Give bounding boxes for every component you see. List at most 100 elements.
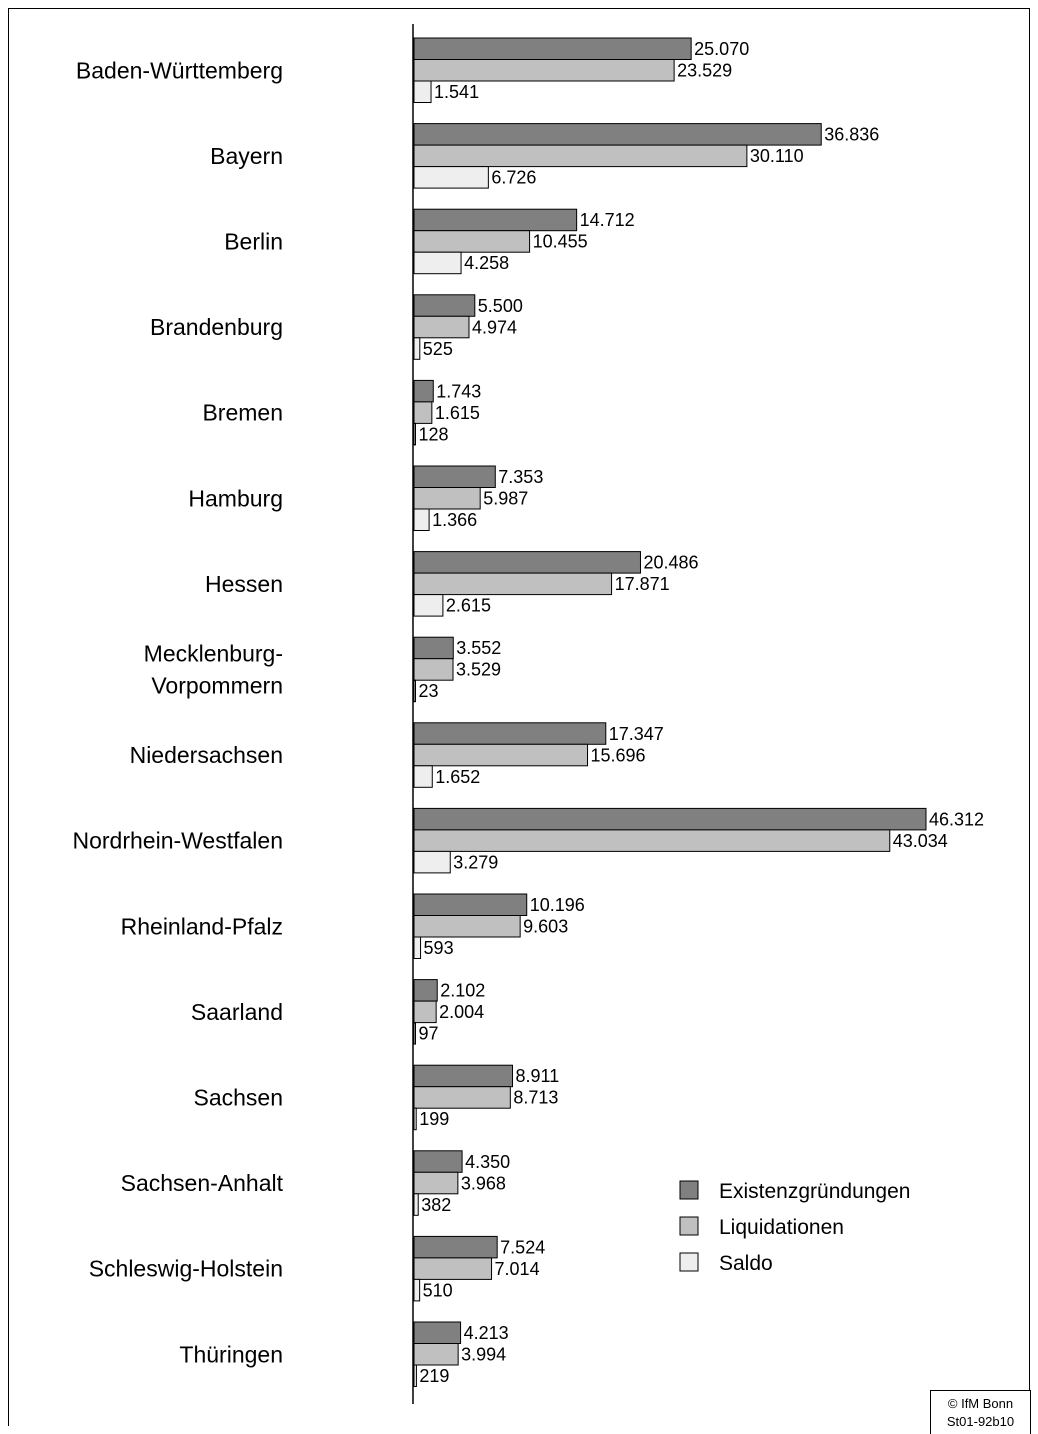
value-label: 3.279 [453,852,498,872]
value-label: 30.110 [750,146,804,166]
value-label: 4.213 [464,1323,509,1343]
category-label-line: Brandenburg [150,314,283,340]
legend-swatch-existenzgruendungen [679,1180,699,1200]
value-label: 1.652 [435,767,480,787]
value-label: 2.615 [446,596,491,616]
value-label: 4.258 [464,253,509,273]
category-label: Bremen [202,400,283,426]
value-label: 36.836 [824,125,879,145]
value-label: 97 [419,1024,439,1044]
legend-label: Saldo [719,1252,773,1275]
bar-saldo [413,765,433,788]
value-label: 1.541 [434,82,479,102]
value-label: 1.615 [435,403,480,423]
value-label: 9.603 [523,917,568,937]
bar-existenzgruendungen [413,208,578,232]
bar-existenzgruendungen [413,1064,514,1088]
credit-box: © IfM Bonn St01-92b10 [930,1390,1031,1434]
bar-existenzgruendungen [413,1235,498,1259]
value-label: 1.366 [432,510,477,530]
bar-liquidationen [413,401,433,424]
value-label: 10.455 [533,232,588,252]
legend-label: Existenzgründungen [719,1180,910,1203]
value-label: 5.987 [483,489,528,509]
category-label: Brandenburg [150,314,283,340]
bar-existenzgruendungen [413,123,822,146]
bar-saldo [413,1193,419,1216]
bar-saldo [413,422,416,446]
value-label: 25.070 [694,39,749,59]
bar-saldo [413,594,444,617]
value-label: 8.713 [513,1088,558,1108]
category-label: Mecklenburg- Vorpommern [144,640,283,698]
category-label-line: Berlin [224,228,283,254]
bar-existenzgruendungen [413,465,496,488]
category-label-line: Bremen [202,400,283,426]
category-label-line: Thüringen [179,1341,283,1367]
value-label: 10.196 [530,895,585,915]
category-label: Niedersachsen [130,742,283,768]
bar-saldo [413,1022,416,1045]
value-label: 3.529 [456,660,501,680]
value-label: 4.974 [472,317,517,337]
category-label: Nordrhein-Westfalen [72,828,283,854]
bar-existenzgruendungen [413,294,476,317]
bar-saldo [413,936,422,959]
value-label: 2.004 [439,1002,484,1022]
value-label: 3.968 [461,1173,506,1193]
bar-saldo [413,251,462,275]
bar-liquidationen [413,658,454,681]
value-label: 7.014 [495,1259,540,1279]
value-label: 23.529 [677,61,732,81]
bar-saldo [413,337,421,360]
credit-line-2: St01-92b10 [946,1414,1015,1429]
category-label: Sachsen [193,1084,283,1110]
bar-liquidationen [413,230,531,253]
value-label: 46.312 [929,809,984,829]
bar-liquidationen [413,59,675,82]
value-label: 4.350 [465,1152,510,1172]
bar-liquidationen [413,487,481,510]
value-label: 20.486 [643,553,698,573]
value-label: 219 [419,1366,449,1386]
bar-liquidationen [413,1000,437,1024]
bar-liquidationen [413,1086,511,1109]
category-label-line: Schleswig-Holstein [89,1256,283,1282]
bar-liquidationen [413,915,521,938]
value-label: 14.712 [580,210,635,230]
bar-saldo [413,508,430,531]
value-label: 8.911 [516,1066,560,1086]
legend-swatch-liquidationen [679,1216,699,1236]
category-label: Baden-Württemberg [76,57,283,83]
category-labels-group: Baden-Württemberg Bayern Berlin Brandenburg… [72,57,283,1367]
value-label: 510 [423,1280,453,1300]
bar-existenzgruendungen [413,979,438,1002]
value-label: 199 [419,1109,449,1129]
bar-liquidationen [413,743,589,767]
legend-label: Liquidationen [719,1216,844,1239]
bar-saldo [413,679,416,703]
category-label-line: Mecklenburg- [144,640,283,666]
value-label: 17.347 [609,724,664,744]
category-label-line: Nordrhein-Westfalen [72,828,283,854]
value-label: 525 [423,339,453,359]
category-label-line: Baden-Württemberg [76,57,283,83]
value-label: 1.743 [436,381,481,401]
value-label: 593 [424,938,454,958]
category-label: Berlin [224,228,283,254]
value-label: 2.102 [440,981,485,1001]
category-label-line: Hessen [205,571,283,597]
value-label: 3.552 [456,638,501,658]
category-label: Saarland [191,999,283,1025]
category-label: Hessen [205,571,283,597]
bar-saldo [413,80,432,103]
category-label: Schleswig-Holstein [89,1256,283,1282]
category-label: Sachsen-Anhalt [121,1170,284,1196]
bar-liquidationen [413,572,613,596]
value-label: 382 [421,1195,451,1215]
category-label-line: Niedersachsen [130,742,283,768]
bar-existenzgruendungen [413,807,927,831]
bar-existenzgruendungen [413,1321,462,1344]
